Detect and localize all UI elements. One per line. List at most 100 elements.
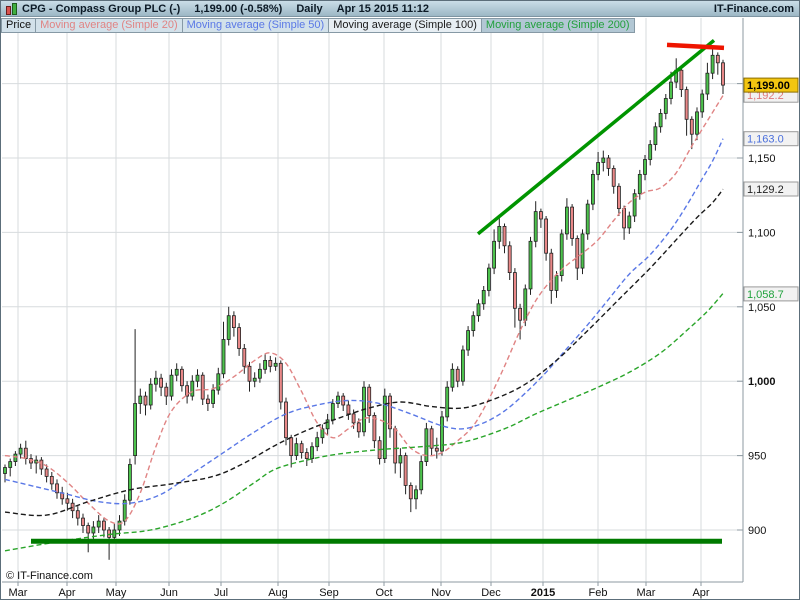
candles-layer [3, 46, 725, 560]
candle [445, 386, 450, 418]
candle [606, 157, 611, 169]
x-axis-label: Feb [589, 587, 608, 599]
x-axis-label: Sep [319, 587, 339, 599]
price-badge: 1,199.00 [743, 77, 799, 93]
resistance-line[interactable] [666, 42, 725, 51]
candle [13, 453, 18, 463]
candle [669, 81, 673, 99]
trend-line[interactable] [476, 39, 716, 236]
title-bar: CPG - Compass Group PLC (-) 1,199.00 (-0… [1, 1, 799, 17]
legend-item-price[interactable]: Price [1, 18, 37, 33]
svg-text:1,199.00: 1,199.00 [747, 80, 790, 92]
svg-text:1,058.7: 1,058.7 [747, 289, 784, 301]
y-axis-label: 1,050 [748, 302, 776, 314]
candle [86, 525, 91, 534]
legend-item-ma-200[interactable]: Moving average (Simple 200) [481, 18, 635, 33]
x-axis-label: Apr [58, 587, 75, 599]
grid-lines [2, 18, 743, 582]
candle [346, 404, 351, 415]
x-axis-label: 2015 [531, 587, 555, 599]
candle [388, 395, 392, 430]
candle [336, 395, 340, 404]
candle [252, 377, 257, 382]
x-axis-label: Mar [637, 587, 656, 599]
candle [460, 349, 465, 382]
candle [643, 159, 647, 175]
candle [575, 237, 580, 269]
last-price-change: 1,199.00 (-0.58%) [194, 2, 283, 15]
candle [231, 315, 236, 329]
candle [117, 520, 122, 531]
legend-item-ma-50[interactable]: Moving average (Simple 50) [182, 18, 330, 33]
candle [393, 428, 398, 464]
candle [268, 359, 273, 367]
candle [403, 455, 408, 486]
candle [429, 428, 434, 449]
candlestick-icon [5, 2, 18, 15]
x-axis-label: Jun [160, 587, 178, 599]
candle [96, 520, 101, 528]
candle [617, 185, 621, 210]
candle [351, 413, 356, 424]
candle [440, 416, 444, 452]
candle [320, 428, 325, 439]
candle [169, 374, 174, 397]
ma-line-50 [4, 138, 724, 505]
candle [330, 403, 335, 421]
candle [174, 368, 179, 376]
candle [554, 275, 559, 291]
price-badge: 1,163.0 [743, 131, 799, 147]
candle [528, 240, 533, 290]
candle [611, 167, 616, 187]
candle [185, 385, 190, 397]
candle [49, 475, 54, 485]
candle [310, 446, 314, 460]
candle [622, 208, 626, 229]
ma-line-100 [4, 188, 724, 517]
candle [627, 215, 632, 229]
candle [502, 225, 507, 247]
candle [112, 529, 117, 538]
candle [663, 98, 668, 114]
candle [159, 377, 164, 388]
candle [518, 307, 522, 321]
x-axis-label: Oct [375, 587, 392, 599]
candle [507, 245, 512, 274]
candle [585, 203, 590, 235]
candle [278, 362, 283, 403]
candle [513, 272, 517, 309]
candle [263, 359, 268, 370]
candle [128, 464, 132, 501]
svg-text:1,192.2: 1,192.2 [747, 90, 784, 102]
candle [689, 118, 694, 135]
x-axis-labels: Mar Apr May Jun Jul Aug Sep Oct Nov Dec 2015 Feb Mar… [9, 587, 710, 599]
candle [65, 498, 70, 504]
candle [3, 467, 7, 474]
candle [539, 211, 543, 220]
candle [200, 374, 205, 400]
candle [8, 461, 13, 468]
candle [471, 315, 476, 332]
candle [632, 193, 637, 217]
candle [315, 437, 320, 448]
legend-item-ma-100[interactable]: Moving average (Simple 100) [329, 18, 482, 33]
candle [216, 373, 221, 391]
instrument-title: CPG - Compass Group PLC (-) [22, 2, 181, 15]
legend-item-ma-20[interactable]: Moving average (Simple 20) [36, 18, 183, 33]
candle [695, 111, 699, 135]
candle [226, 315, 231, 340]
candle [325, 419, 330, 430]
candle [237, 327, 242, 349]
candle [424, 428, 429, 462]
candle [570, 206, 574, 239]
x-axis-label: May [106, 587, 127, 599]
x-axis-label: Dec [481, 587, 501, 599]
candle [596, 162, 600, 175]
candle [705, 72, 710, 95]
timeframe-label: Daily [296, 2, 323, 15]
candle [580, 233, 585, 269]
x-axis-label: Mar [9, 587, 28, 599]
ma-line-200 [4, 292, 724, 552]
candle [486, 267, 491, 291]
